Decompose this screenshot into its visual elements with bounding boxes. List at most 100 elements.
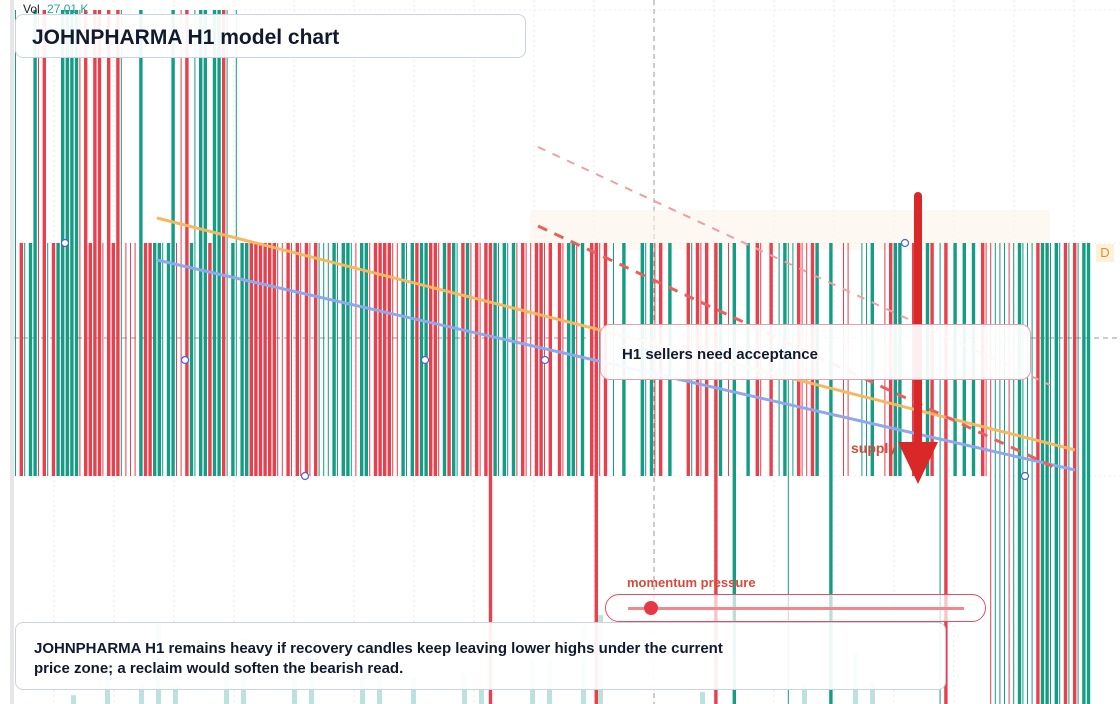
candle <box>134 243 136 476</box>
anchor-point <box>540 355 550 365</box>
candle <box>502 243 506 476</box>
candle <box>74 10 79 476</box>
slider-track <box>628 607 964 610</box>
candle <box>217 10 221 476</box>
candle <box>102 243 104 476</box>
candle <box>97 10 102 476</box>
candle <box>433 243 437 476</box>
vol-label: Vol <box>23 2 40 16</box>
candle <box>281 243 283 476</box>
candle <box>456 243 458 476</box>
candle <box>111 243 115 476</box>
candle <box>1045 243 1049 704</box>
zone-label: supply <box>851 440 897 456</box>
candle <box>493 243 497 476</box>
anchor-point <box>900 238 910 248</box>
candle <box>208 243 212 476</box>
candle <box>392 243 394 476</box>
candle <box>125 243 127 476</box>
candle <box>318 243 320 476</box>
volume-bar <box>479 689 484 704</box>
candle <box>79 10 81 476</box>
anchor-point <box>420 355 430 365</box>
candle <box>396 243 398 476</box>
candle <box>355 243 357 476</box>
slider-label: momentum pressure <box>627 575 756 590</box>
candle <box>383 243 387 476</box>
candle <box>235 10 237 476</box>
callout-text: H1 sellers need acceptance <box>622 346 818 363</box>
candle <box>47 243 49 476</box>
candle <box>231 243 235 476</box>
candle <box>599 243 601 476</box>
candle <box>1082 243 1086 704</box>
candle <box>277 243 279 476</box>
candle <box>410 243 414 476</box>
candle <box>291 243 292 476</box>
candle <box>525 243 527 476</box>
candle <box>447 243 451 476</box>
candle <box>272 243 276 476</box>
slider-box <box>605 594 986 622</box>
candle <box>254 243 258 476</box>
candle <box>304 243 309 476</box>
candle <box>295 243 299 476</box>
candle <box>438 243 440 476</box>
title-box: JOHNPHARMA H1 model chart <box>15 14 526 58</box>
candle <box>309 243 311 476</box>
candle <box>189 243 194 476</box>
candle <box>364 243 368 476</box>
vol-legend: Vol 27.01 K <box>23 2 88 16</box>
candle <box>999 243 1001 704</box>
candle <box>263 243 267 476</box>
candle <box>594 243 598 704</box>
candle <box>185 10 189 476</box>
candle <box>84 10 88 476</box>
candle <box>369 243 371 476</box>
candle <box>245 243 249 476</box>
candle <box>24 243 26 476</box>
candle <box>171 10 175 476</box>
candle <box>484 243 488 476</box>
candle <box>516 243 518 476</box>
slider-knob[interactable] <box>644 601 658 615</box>
candle <box>511 243 516 476</box>
candle <box>1054 243 1058 704</box>
candle <box>378 243 382 476</box>
candle <box>567 243 571 476</box>
candle <box>1063 243 1068 704</box>
candle <box>130 243 131 476</box>
candle <box>180 10 182 476</box>
candle <box>530 243 532 476</box>
candle <box>346 243 350 476</box>
volume-bar <box>700 691 705 704</box>
left-edge <box>10 0 14 704</box>
candle <box>28 243 33 476</box>
candle <box>1013 243 1015 704</box>
candle <box>226 10 228 476</box>
candle <box>571 243 575 476</box>
candle <box>944 243 948 704</box>
candle <box>194 10 196 476</box>
candle <box>548 243 552 476</box>
candle <box>939 243 941 704</box>
candle <box>1050 243 1051 704</box>
candle <box>15 10 16 476</box>
candle <box>990 243 992 704</box>
chart-title: JOHNPHARMA H1 model chart <box>32 26 340 49</box>
candle <box>406 243 407 476</box>
candle <box>162 243 164 476</box>
candle <box>350 243 352 476</box>
volume-bar <box>139 683 144 704</box>
arrow-head <box>898 442 938 484</box>
candle <box>222 10 226 476</box>
candle <box>401 243 405 476</box>
candle <box>120 10 122 476</box>
candle <box>829 243 833 704</box>
candle <box>323 243 325 476</box>
candle <box>498 243 499 476</box>
volume-bar <box>870 682 875 704</box>
candle <box>116 10 120 476</box>
volume-bar <box>411 678 416 704</box>
candle <box>51 243 56 476</box>
